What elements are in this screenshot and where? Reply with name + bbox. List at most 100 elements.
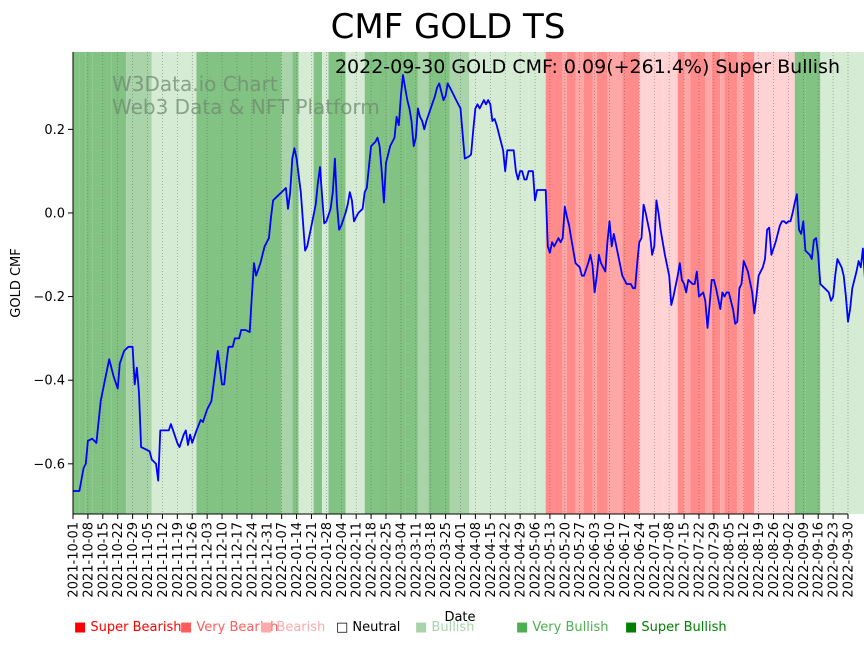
y-tick-label: 0.0 (44, 206, 65, 221)
legend-item: ■ Very Bearish (180, 620, 278, 635)
legend-swatch-icon: ■ (74, 620, 91, 635)
legend-item: ■ Bearish (260, 620, 325, 635)
legend-label: Super Bearish (90, 620, 182, 635)
x-ticks: 2021-10-01 2021-10-08 2021-10-15 2021-10-22… (67, 514, 857, 598)
x-tick-label: 2021-12-10 (216, 522, 231, 598)
chart-annotation: 2022-09-30 GOLD CMF: 0.09(+261.4%) Super… (335, 56, 840, 78)
x-tick-label: 2022-03-11 (409, 522, 424, 598)
signal-band (428, 52, 444, 514)
signal-band (583, 52, 593, 514)
x-tick-label: 2022-06-03 (588, 522, 603, 598)
signal-band (596, 52, 608, 514)
legend-label: Very Bearish (196, 620, 279, 635)
signal-band (443, 52, 450, 514)
x-tick-label: 2022-07-08 (663, 522, 678, 598)
x-tick-label: 2022-09-02 (782, 522, 797, 598)
x-tick-label: 2022-03-04 (394, 522, 409, 598)
x-tick-label: 2022-08-19 (752, 522, 767, 598)
signal-band (545, 52, 563, 514)
signal-band (313, 52, 323, 514)
legend-item: ■ Very Bullish (516, 620, 608, 635)
signal-band (292, 52, 299, 514)
x-tick-label: 2021-10-15 (96, 522, 111, 598)
signal-band (85, 52, 93, 514)
x-tick-label: 2022-07-22 (693, 522, 708, 598)
x-tick-label: 2022-08-26 (767, 522, 782, 598)
x-tick-label: 2022-05-27 (573, 522, 588, 598)
signal-band (469, 52, 529, 514)
x-tick-label: 2021-11-12 (156, 522, 171, 598)
series-line-gold-cmf (73, 74, 864, 492)
signal-band (126, 52, 152, 514)
x-tick-label: 2021-12-24 (245, 522, 260, 598)
signal-band (607, 52, 623, 514)
x-tick-label: 2022-01-28 (320, 522, 335, 598)
legend-item: ■ Super Bullish (625, 620, 727, 635)
x-tick-label: 2022-05-06 (529, 522, 544, 598)
x-tick-label: 2022-07-01 (648, 522, 663, 598)
x-tick-label: 2022-09-16 (812, 522, 827, 598)
x-tick-label: 2022-03-18 (424, 522, 439, 598)
x-tick-label: 2022-01-21 (305, 522, 320, 598)
x-tick-label: 2022-04-22 (499, 522, 514, 598)
signal-band (720, 52, 725, 514)
signal-band (345, 52, 365, 514)
signal-band (724, 52, 738, 514)
x-tick-label: 2021-10-08 (81, 522, 96, 598)
x-tick-label: 2022-04-08 (469, 522, 484, 598)
watermark-line-2: Web3 Data & NFT Platform (112, 95, 380, 119)
x-tick-label: 2022-02-18 (365, 522, 380, 598)
signal-band (388, 52, 406, 514)
legend-item: □ Neutral (336, 620, 400, 635)
signal-band (820, 52, 864, 514)
x-tick-label: 2021-12-03 (201, 522, 216, 598)
x-tick-label: 2022-04-15 (484, 522, 499, 598)
signal-band (449, 52, 470, 514)
watermark-line-1: W3Data.io Chart (112, 72, 278, 96)
y-tick-label: −0.2 (33, 290, 65, 305)
signal-band (677, 52, 685, 514)
x-tick-label: 2022-04-29 (514, 522, 529, 598)
legend-swatch-icon: ■ (180, 620, 197, 635)
x-tick-label: 2022-03-25 (439, 522, 454, 598)
x-tick-label: 2022-06-17 (618, 522, 633, 598)
signal-band (328, 52, 346, 514)
signal-band (622, 52, 640, 514)
x-tick-label: 2022-08-05 (722, 522, 737, 598)
signal-band (537, 52, 546, 514)
x-tick-label: 2022-02-04 (335, 522, 350, 598)
signal-band (79, 52, 86, 514)
x-tick-label: 2022-09-09 (797, 522, 812, 598)
x-tick-label: 2022-04-01 (454, 522, 469, 598)
x-tick-label: 2022-02-25 (380, 522, 395, 598)
legend-item: ■ Bullish (415, 620, 474, 635)
signal-band (754, 52, 795, 514)
signal-band (705, 52, 712, 514)
signal-band (794, 52, 806, 514)
legend-swatch-icon: ■ (625, 620, 642, 635)
signal-band (405, 52, 418, 514)
legend-swatch-icon: ■ (415, 620, 432, 635)
chart-title: CMF GOLD TS (331, 7, 566, 47)
y-tick-label: −0.6 (33, 457, 65, 472)
signal-bands (73, 52, 864, 514)
x-tick-label: 2022-01-14 (290, 522, 305, 598)
x-tick-label: 2021-11-05 (141, 522, 156, 598)
x-tick-label: 2021-10-29 (126, 522, 141, 598)
signal-band (196, 52, 214, 514)
x-tick-label: 2022-06-24 (633, 522, 648, 598)
legend-label: Bearish (276, 620, 326, 635)
x-tick-label: 2022-09-30 (842, 522, 857, 598)
signal-band (377, 52, 389, 514)
signal-band (281, 52, 293, 514)
x-tick-label: 2022-06-10 (603, 522, 618, 598)
signal-band (213, 52, 282, 514)
legend-item: ■ Super Bearish (74, 620, 182, 635)
x-tick-label: 2021-10-22 (111, 522, 126, 598)
x-tick-label: 2021-11-26 (186, 522, 201, 598)
x-tick-label: 2021-10-01 (67, 522, 82, 598)
x-tick-label: 2022-05-20 (558, 522, 573, 598)
x-tick-label: 2022-07-15 (678, 522, 693, 598)
signal-band (417, 52, 429, 514)
